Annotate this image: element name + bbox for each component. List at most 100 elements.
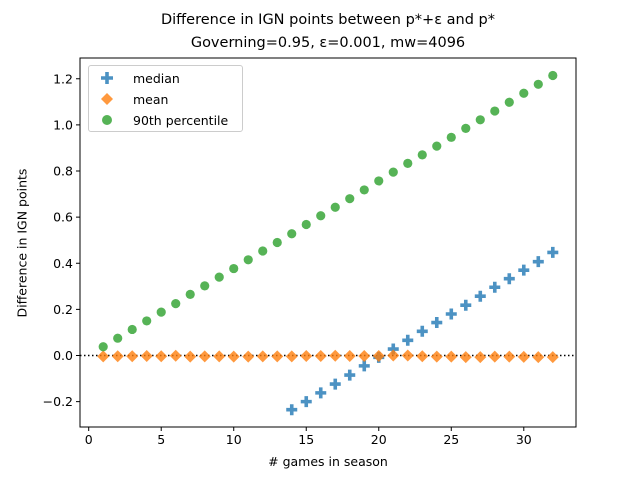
data-point-90th-percentile: [548, 70, 558, 81]
data-point-90th-percentile: [272, 237, 282, 248]
chart-title-line-2: Governing=0.95, ε=0.001, mw=4096: [190, 35, 466, 51]
data-point-median: [358, 360, 370, 372]
data-point-90th-percentile: [359, 185, 369, 195]
data-point-90th-percentile: [229, 263, 239, 274]
data-point-mean: [517, 350, 530, 363]
x-tick-label: 25: [443, 432, 459, 447]
data-point-median: [329, 378, 341, 390]
y-tick-label: 0.6: [53, 210, 73, 225]
data-point-mean: [503, 350, 516, 363]
data-point-median: [300, 396, 312, 408]
x-tick-label: 5: [157, 432, 165, 447]
y-tick-label: 1.0: [53, 117, 73, 132]
data-point-90th-percentile: [214, 272, 224, 282]
y-tick-label: 0.8: [53, 164, 73, 179]
data-point-mean: [387, 349, 400, 362]
data-point-90th-percentile: [345, 194, 355, 204]
legend-label-90th-percentile: 90th percentile: [133, 112, 229, 128]
data-point-mean: [416, 350, 429, 363]
data-point-90th-percentile: [461, 123, 471, 133]
x-tick-label: 0: [85, 432, 93, 447]
data-point-mean: [169, 349, 182, 362]
legend: median mean 90th percentile: [88, 65, 243, 132]
data-point-mean: [111, 350, 124, 363]
data-point-90th-percentile: [417, 150, 427, 160]
circle-marker-icon: [89, 110, 133, 130]
data-point-median: [474, 290, 486, 302]
data-point-90th-percentile: [475, 115, 485, 125]
data-point-mean: [184, 350, 197, 363]
data-point-median: [315, 387, 327, 399]
legend-label-mean: mean: [133, 91, 169, 107]
data-point-mean: [343, 349, 356, 362]
legend-item-90th-percentile: 90th percentile: [89, 110, 228, 130]
y-tick-label: 0.4: [53, 256, 73, 271]
y-tick-label: 1.2: [53, 71, 73, 86]
data-point-mean: [474, 351, 487, 364]
x-axis-label: # games in season: [268, 454, 388, 469]
y-tick-label: 0.2: [53, 302, 73, 317]
data-point-90th-percentile: [374, 176, 384, 186]
data-point-mean: [314, 349, 327, 362]
data-point-median: [503, 273, 515, 285]
data-point-mean: [445, 350, 458, 363]
data-point-mean: [285, 350, 298, 363]
diamond-marker-icon: [89, 89, 133, 109]
data-point-90th-percentile: [243, 255, 253, 265]
data-point-90th-percentile: [113, 333, 123, 343]
data-point-mean: [372, 349, 385, 362]
x-tick-label: 30: [516, 432, 532, 447]
legend-label-median: median: [133, 70, 180, 86]
legend-item-mean: mean: [89, 89, 168, 109]
data-point-mean: [256, 350, 269, 363]
data-point-90th-percentile: [388, 167, 398, 177]
data-point-mean: [546, 351, 559, 364]
data-point-90th-percentile: [504, 97, 514, 107]
data-point-90th-percentile: [330, 202, 340, 212]
data-point-90th-percentile: [287, 229, 297, 239]
data-point-mean: [271, 350, 284, 363]
data-point-median: [431, 317, 443, 329]
plus-marker-icon: [89, 68, 133, 88]
data-point-mean: [227, 350, 240, 363]
data-point-median: [344, 369, 356, 381]
data-point-90th-percentile: [156, 307, 166, 317]
data-point-90th-percentile: [533, 79, 543, 89]
data-point-mean: [97, 350, 110, 363]
data-point-90th-percentile: [519, 88, 529, 98]
data-point-mean: [126, 350, 139, 363]
data-point-90th-percentile: [316, 211, 326, 221]
plot-frame: [79, 57, 577, 428]
data-point-90th-percentile: [403, 158, 413, 168]
y-tick-label: 0.0: [53, 348, 73, 363]
data-point-median: [547, 246, 559, 258]
series-90th-percentile: [98, 70, 558, 352]
data-point-90th-percentile: [490, 106, 500, 116]
data-point-mean: [401, 349, 414, 362]
data-point-90th-percentile: [446, 132, 456, 142]
data-point-median: [402, 334, 414, 346]
data-point-median: [489, 281, 501, 293]
data-point-mean: [430, 350, 443, 363]
legend-item-median: median: [89, 68, 180, 88]
x-tick-label: 20: [371, 432, 387, 447]
data-point-90th-percentile: [301, 219, 311, 230]
data-point-90th-percentile: [200, 281, 210, 291]
data-point-mean: [155, 350, 168, 363]
data-point-median: [532, 256, 544, 268]
data-point-mean: [300, 349, 313, 362]
data-point-90th-percentile: [98, 342, 108, 352]
axes-layer: 0 5 10 15 20 25 30 −0.2 0.0 0.2 0.4 0.6 0.8 1.0 1.2: [43, 57, 577, 447]
data-point-median: [445, 308, 457, 320]
data-point-90th-percentile: [432, 141, 442, 151]
data-point-median: [460, 299, 472, 311]
data-point-mean: [140, 349, 153, 362]
data-point-mean: [488, 350, 501, 363]
data-point-mean: [532, 351, 545, 364]
data-point-90th-percentile: [127, 324, 137, 335]
data-point-90th-percentile: [185, 289, 195, 299]
data-point-mean: [329, 349, 342, 362]
series-median: [286, 246, 559, 416]
y-tick-label: −0.2: [43, 394, 73, 409]
